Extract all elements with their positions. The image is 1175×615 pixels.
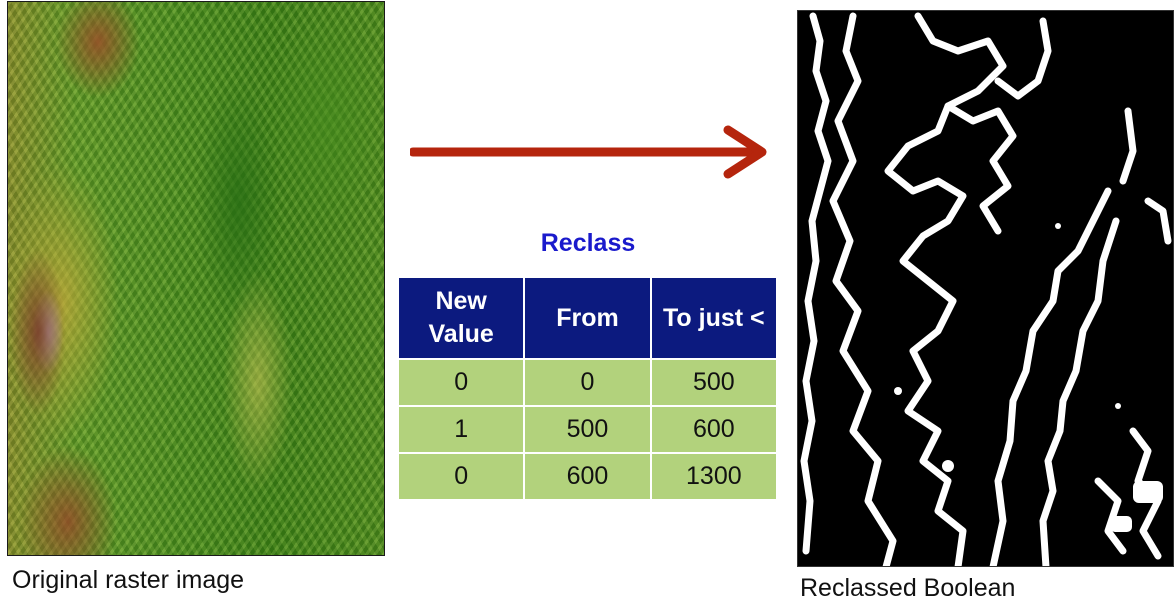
header-to-just-less: To just < xyxy=(649,276,779,360)
reclassed-boolean-image xyxy=(797,10,1174,567)
reclassed-boolean-caption: Reclassed Boolean xyxy=(800,574,1016,602)
reclass-table: New Value From To just < 0 0 500 1 500 6… xyxy=(396,276,779,501)
new-value-cell: 0 xyxy=(396,452,526,501)
reclass-title: Reclass xyxy=(540,229,636,257)
new-value-cell: 1 xyxy=(396,405,526,454)
new-value-cell: 0 xyxy=(396,358,526,407)
table-row: 0 600 1300 xyxy=(396,452,779,501)
reclass-header-row: New Value From To just < xyxy=(396,276,779,360)
header-from: From xyxy=(523,276,652,360)
from-cell: 0 xyxy=(523,358,652,407)
to-cell: 500 xyxy=(649,358,779,407)
header-new-value: New Value xyxy=(396,276,526,360)
table-row: 0 0 500 xyxy=(396,358,779,407)
right-arrow-icon xyxy=(410,125,767,179)
from-cell: 600 xyxy=(523,452,652,501)
from-cell: 500 xyxy=(523,405,652,454)
to-cell: 1300 xyxy=(649,452,779,501)
boolean-contour-pattern xyxy=(800,12,1172,566)
original-raster-image xyxy=(7,1,385,556)
original-raster-caption: Original raster image xyxy=(12,566,245,594)
to-cell: 600 xyxy=(649,405,779,454)
table-row: 1 500 600 xyxy=(396,405,779,454)
